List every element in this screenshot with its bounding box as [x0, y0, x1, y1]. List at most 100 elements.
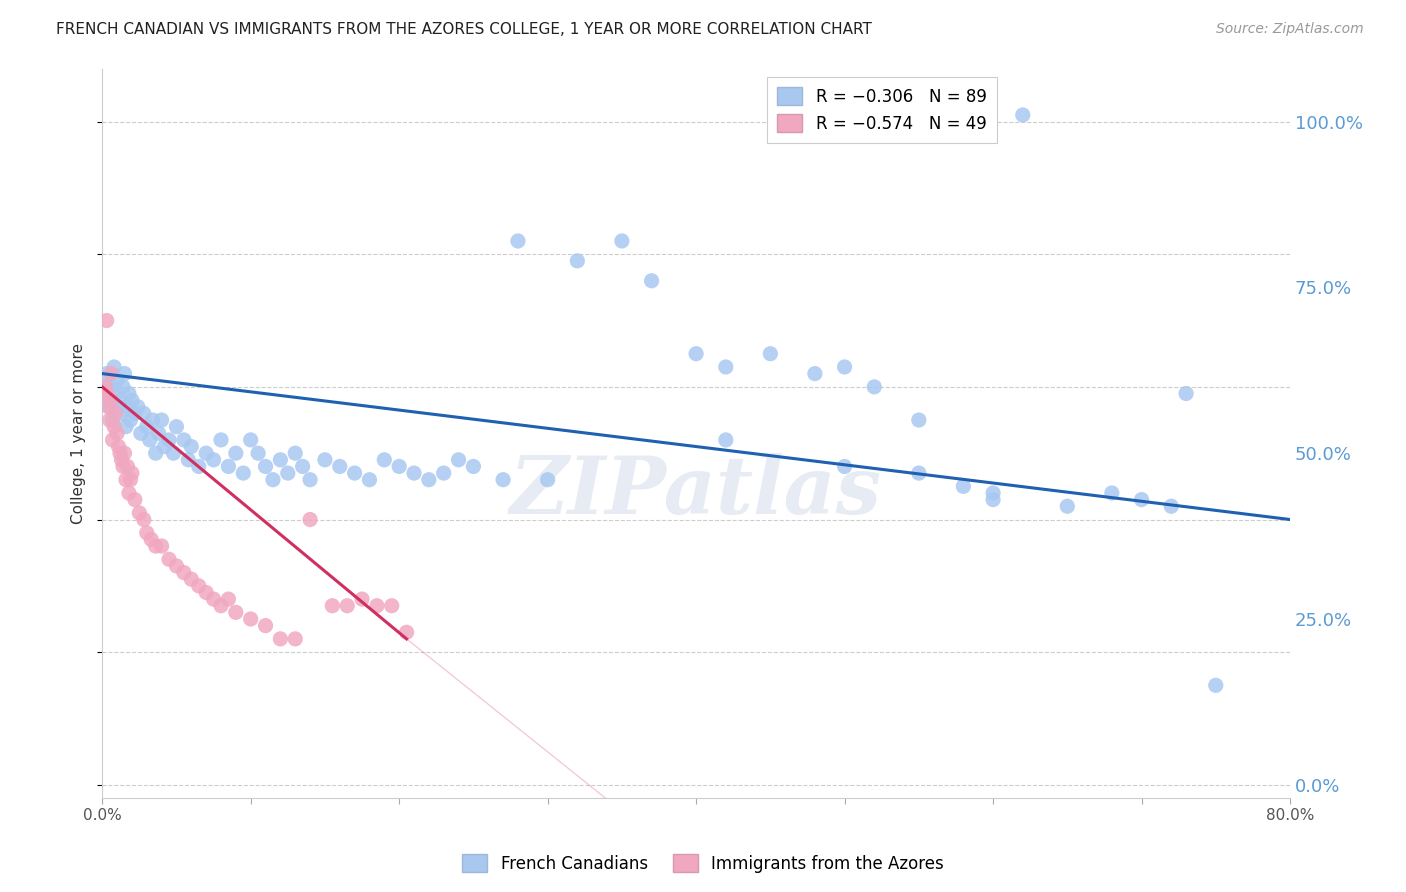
Point: [418, 473, 440, 487]
Point: [506, 234, 529, 248]
Point: [114, 367, 136, 381]
Point: [343, 466, 366, 480]
Point: [132, 512, 155, 526]
Point: [121, 393, 143, 408]
Point: [1160, 500, 1182, 514]
Point: [111, 459, 134, 474]
Text: FRENCH CANADIAN VS IMMIGRANTS FROM THE AZORES COLLEGE, 1 YEAR OR MORE CORRELATIO: FRENCH CANADIAN VS IMMIGRANTS FROM THE A…: [56, 22, 872, 37]
Point: [714, 359, 737, 374]
Point: [145, 539, 167, 553]
Point: [321, 599, 343, 613]
Point: [217, 459, 239, 474]
Point: [209, 599, 232, 613]
Point: [114, 446, 136, 460]
Point: [492, 473, 515, 487]
Point: [395, 625, 418, 640]
Point: [117, 459, 139, 474]
Point: [239, 433, 262, 447]
Point: [138, 433, 160, 447]
Point: [120, 413, 142, 427]
Point: [981, 492, 1004, 507]
Point: [195, 585, 218, 599]
Point: [103, 359, 125, 374]
Point: [103, 419, 125, 434]
Point: [96, 313, 118, 327]
Point: [94, 380, 117, 394]
Point: [1056, 500, 1078, 514]
Legend: R = −0.306   N = 89, R = −0.574   N = 49: R = −0.306 N = 89, R = −0.574 N = 49: [768, 77, 997, 143]
Point: [402, 466, 425, 480]
Point: [314, 452, 336, 467]
Point: [284, 632, 307, 646]
Point: [299, 473, 322, 487]
Point: [124, 492, 146, 507]
Point: [157, 552, 180, 566]
Point: [117, 400, 139, 414]
Point: [433, 466, 456, 480]
Point: [142, 413, 165, 427]
Point: [118, 386, 141, 401]
Point: [1205, 678, 1227, 692]
Point: [110, 406, 132, 420]
Point: [685, 347, 707, 361]
Point: [254, 459, 277, 474]
Point: [107, 400, 129, 414]
Point: [299, 512, 322, 526]
Point: [640, 274, 662, 288]
Y-axis label: College, 1 year or more: College, 1 year or more: [72, 343, 86, 524]
Point: [202, 592, 225, 607]
Point: [173, 566, 195, 580]
Point: [232, 466, 254, 480]
Point: [115, 473, 138, 487]
Point: [759, 347, 782, 361]
Point: [1175, 386, 1198, 401]
Point: [153, 440, 176, 454]
Point: [177, 452, 200, 467]
Point: [804, 367, 827, 381]
Point: [714, 433, 737, 447]
Text: ZIPatlas: ZIPatlas: [510, 453, 882, 531]
Point: [1130, 492, 1153, 507]
Point: [195, 446, 218, 460]
Point: [135, 419, 157, 434]
Point: [118, 486, 141, 500]
Point: [96, 386, 118, 401]
Point: [148, 426, 170, 441]
Point: [157, 433, 180, 447]
Point: [952, 479, 974, 493]
Point: [180, 572, 202, 586]
Point: [269, 632, 291, 646]
Point: [463, 459, 485, 474]
Point: [121, 466, 143, 480]
Point: [162, 446, 184, 460]
Point: [291, 459, 314, 474]
Point: [225, 446, 247, 460]
Point: [254, 618, 277, 632]
Legend: French Canadians, Immigrants from the Azores: French Canadians, Immigrants from the Az…: [456, 847, 950, 880]
Point: [97, 400, 120, 414]
Point: [336, 599, 359, 613]
Point: [277, 466, 299, 480]
Point: [180, 440, 202, 454]
Point: [135, 525, 157, 540]
Point: [329, 459, 352, 474]
Point: [388, 459, 411, 474]
Point: [202, 452, 225, 467]
Point: [239, 612, 262, 626]
Point: [908, 413, 931, 427]
Point: [863, 380, 886, 394]
Point: [173, 433, 195, 447]
Point: [104, 406, 127, 420]
Point: [225, 606, 247, 620]
Point: [908, 466, 931, 480]
Point: [165, 558, 187, 573]
Point: [108, 393, 131, 408]
Point: [209, 433, 232, 447]
Point: [262, 473, 284, 487]
Point: [98, 400, 121, 414]
Point: [127, 400, 149, 414]
Point: [834, 459, 856, 474]
Point: [359, 473, 381, 487]
Point: [108, 446, 131, 460]
Point: [247, 446, 270, 460]
